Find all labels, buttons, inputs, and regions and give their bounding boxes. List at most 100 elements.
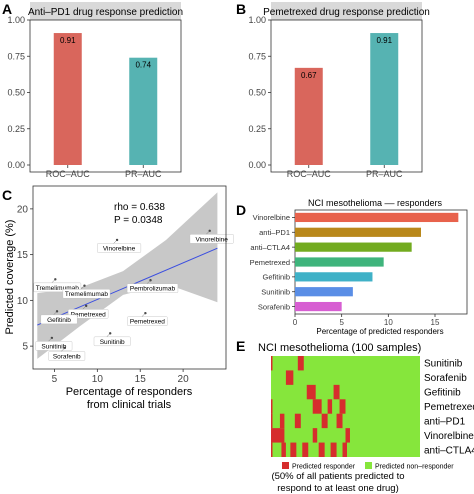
panel-d-bar — [295, 227, 421, 237]
panel-a-title: Anti–PD1 drug response prediction — [28, 7, 183, 18]
panel-e-row-label: Pemetrexed — [424, 402, 474, 413]
panel-c-point-label-box — [97, 243, 142, 253]
panel-c-xtick-label: 20 — [178, 374, 190, 385]
panel-d-letter: D — [236, 202, 246, 218]
panel-e-responder-cell — [271, 428, 285, 443]
panel-e-responder-cell — [294, 413, 301, 429]
panel-e-row-label: anti–PD1 — [424, 416, 466, 427]
panel-a-bars: 0.00 0.25 0.50 0.75 1.00 0.91 ROC–AUC 0.74 PR–AU… — [7, 15, 162, 179]
panel-e-row-label: Gefitinib — [424, 388, 461, 399]
panel-c-point-label: Sunitinib — [100, 339, 125, 346]
panel-d-category-label: anti–CTLA4 — [250, 243, 290, 252]
panel-e-responder-cell — [271, 413, 273, 429]
panel-e-responder-cell — [302, 442, 309, 457]
panel-c-plot-border — [32, 185, 227, 370]
panel-c-xlabel-line2: from clinical trials — [87, 399, 172, 411]
panel-b-bar — [370, 33, 399, 165]
panel-c-letter: C — [2, 187, 12, 203]
panel-b-ytick-label: 0.25 — [248, 124, 266, 134]
panel-a-xtick-label: ROC–AUC — [46, 169, 91, 179]
panel-d-xtick-label: 15 — [431, 318, 440, 327]
panel-d-bar — [295, 242, 412, 252]
panel-d-xtick-label: 5 — [339, 318, 344, 327]
panel-b-bars: 0.00 0.25 0.50 0.75 1.00 0.67 ROC–AUC 0.91 PR–AU… — [248, 15, 403, 179]
panel-e-legend-responder: Predicted responder — [292, 464, 356, 471]
panel-e-responder-cell — [306, 384, 316, 400]
panel-d-title: NCI mesothelioma –– responders — [308, 198, 443, 208]
panel-c-ytick-label: 10 — [17, 296, 29, 307]
panel-c-point-label-box — [48, 351, 86, 361]
panel-a-ytick-label: 0.25 — [7, 124, 25, 134]
panel-e-responder-cell — [271, 442, 273, 457]
panel-a-bar — [129, 57, 158, 166]
panel-e-responder-cell — [312, 428, 318, 443]
panel-c-ylabel: Predicted coverage (%) — [4, 220, 16, 335]
panel-c-point-label: Pemetrexed — [130, 319, 165, 326]
panel-d-bar — [295, 272, 373, 282]
panel-e-legend-nonresponder-swatch — [365, 462, 372, 469]
panel-e-responder-cell — [281, 442, 286, 457]
panel-d-bar — [295, 257, 384, 267]
panel-d-category-label: Gefitinib — [262, 273, 290, 282]
panel-e-caption-line2: respond to at least one drug) — [277, 483, 398, 494]
panel-c-xtick-label: 10 — [92, 374, 104, 385]
panel-a-title-bg — [30, 2, 181, 20]
panel-d-xlabel: Percentage of predicted responders — [316, 327, 443, 336]
panel-d-category-label: Vinorelbine — [253, 213, 290, 222]
panel-c-ytick-label: 15 — [17, 250, 29, 261]
panel-b-xtick-label: ROC–AUC — [287, 169, 332, 179]
panel-c-pvalue: P = 0.0348 — [114, 215, 163, 226]
panel-c-point-label: Vinorelbine — [103, 245, 136, 252]
panel-d-category-label: Sunitinib — [261, 288, 290, 297]
panel-b-bar-label: 0.67 — [301, 71, 317, 80]
panel-c-point-label-box — [67, 309, 109, 319]
panel-b-ytick-label: 0.75 — [248, 51, 266, 61]
panel-b-letter: B — [236, 1, 246, 17]
panel-e-responder-cell — [342, 442, 347, 457]
panel-c-point-label: Sorafenib — [53, 353, 81, 360]
panel-b: B Pemetrexed drug response prediction 0.… — [236, 1, 430, 179]
panel-e-heatmap: Sunitinib Sorafenib Gefitinib Pemetrexed ant… — [271, 356, 474, 457]
panel-e-caption-line1: (50% of all patients predicted to — [271, 471, 404, 482]
panel-b-ytick-label: 0.50 — [248, 88, 266, 98]
panel-b-title-bg — [271, 2, 422, 20]
panel-c-ytick-label: 20 — [17, 204, 29, 215]
panel-e-row-label: anti–CTLA4 — [424, 445, 474, 456]
panel-b-bar-label: 0.91 — [376, 36, 392, 45]
panel-e-legend-nonresponder: Predicted non–responder — [375, 464, 454, 471]
panel-e-row-label: Vinorelbine — [424, 431, 474, 442]
panel-e-responder-cell — [279, 413, 285, 429]
panel-d-bar — [295, 287, 353, 297]
panel-a-ytick-label: 0.75 — [7, 51, 25, 61]
panel-c-ytick-label: 5 — [22, 342, 28, 353]
panel-e-title: NCI mesothelioma (100 samples) — [258, 342, 421, 354]
panel-a-plot-bg — [29, 19, 182, 173]
panel-e-responder-cell — [312, 399, 322, 414]
panel-e-responder-cell — [290, 442, 297, 457]
panel-c-point-label: Gefitinib — [47, 317, 71, 324]
panel-e-row-label: Sorafenib — [424, 373, 467, 384]
panel-c-point-label-box — [40, 314, 78, 325]
panel-b-plot-bg — [270, 19, 423, 173]
panel-c-rho: rho = 0.638 — [114, 202, 165, 213]
panel-c-xtick-label: 15 — [135, 374, 147, 385]
panel-c-point-label-box — [62, 289, 111, 299]
panel-d-category-label: Pemetrexed — [250, 258, 290, 267]
panel-a: A Anti–PD1 drug response prediction 0.00… — [2, 1, 183, 179]
panel-e-responder-cell — [297, 356, 304, 371]
panel-a-bar-label: 0.91 — [60, 36, 76, 45]
panel-e-responder-cell — [318, 442, 325, 457]
panel-a-bar-label: 0.74 — [135, 61, 151, 70]
panel-d-bars: Vinorelbine anti–PD1 anti–CTLA4 Pemetrexed G… — [250, 212, 459, 327]
panel-d: D NCI mesothelioma –– responders Vinorel… — [236, 198, 468, 336]
panel-c-point-label-box — [35, 341, 73, 351]
panel-d-xtick-label: 0 — [293, 318, 298, 327]
panel-e-responder-cell — [285, 370, 294, 385]
panel-e-legend-responder-swatch — [282, 462, 289, 469]
panel-d-category-label: anti–PD1 — [259, 228, 290, 237]
panel-e-responder-cell — [330, 442, 337, 457]
panel-d-xtick-label: 10 — [384, 318, 393, 327]
panel-a-ytick-label: 0.50 — [7, 88, 25, 98]
panel-c-point-label-box — [93, 336, 131, 347]
panel-c-point-label: Sunitinib — [41, 343, 66, 350]
